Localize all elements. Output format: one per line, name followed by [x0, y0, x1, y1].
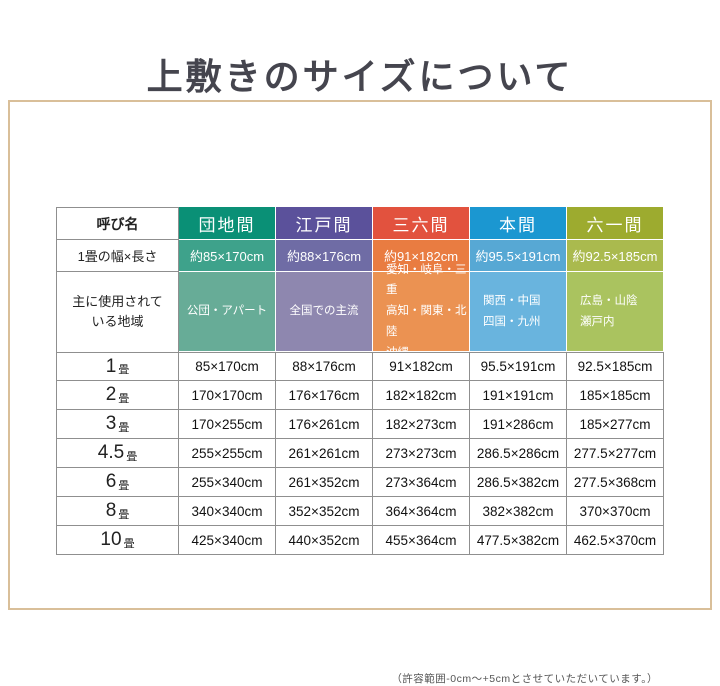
column-header-honma: 本間: [470, 207, 567, 240]
page-title: 上敷きのサイズについて: [146, 57, 574, 98]
dimension-cell: 382×382cm: [470, 497, 567, 526]
mat-count: 6: [105, 471, 117, 492]
dimension-cell: 170×170cm: [179, 381, 276, 410]
column-header-rokuichima: 六一間: [567, 207, 664, 240]
mat-size-cell: 約85×170cm: [179, 240, 276, 272]
dimension-cell: 477.5×382cm: [470, 526, 567, 555]
region-cell: 全国での主流: [276, 272, 373, 352]
dimension-cell: 340×340cm: [179, 497, 276, 526]
mat-size-cell: 約88×176cm: [276, 240, 373, 272]
column-header-danchima: 団地間: [179, 207, 276, 240]
dimension-cell: 261×352cm: [276, 468, 373, 497]
mat-count: 1: [105, 355, 117, 377]
dimension-cell: 185×277cm: [567, 410, 664, 439]
mat-unit: 畳: [123, 537, 135, 550]
dimension-cell: 182×182cm: [373, 381, 470, 410]
dimension-cell: 88×176cm: [276, 352, 373, 381]
dimension-cell: 455×364cm: [373, 526, 470, 555]
dimension-cell: 370×370cm: [567, 497, 664, 526]
dimension-cell: 191×191cm: [470, 381, 567, 410]
mat-unit: 畳: [118, 364, 130, 376]
dimension-cell: 352×352cm: [276, 497, 373, 526]
dimension-cell: 364×364cm: [373, 497, 470, 526]
mat-unit: 畳: [126, 450, 138, 463]
dimension-cell: 85×170cm: [179, 352, 276, 381]
dimension-cell: 273×273cm: [373, 439, 470, 468]
mat-count: 10: [100, 529, 122, 550]
mat-unit: 畳: [118, 479, 130, 492]
mat-count: 3: [105, 413, 117, 434]
mat-unit: 畳: [118, 392, 130, 405]
region-cell: 広島・山陰 瀬戸内: [567, 272, 664, 352]
dimension-cell: 182×273cm: [373, 410, 470, 439]
dimension-cell: 440×352cm: [276, 526, 373, 555]
dimension-cell: 176×176cm: [276, 381, 373, 410]
mat-count: 2: [105, 384, 117, 405]
region-cell: 関西・中国 四国・九州: [470, 272, 567, 352]
dimension-cell: 277.5×277cm: [567, 439, 664, 468]
mat-size-cell: 約95.5×191cm: [470, 240, 567, 272]
dimension-cell: 277.5×368cm: [567, 468, 664, 497]
column-header-edoma: 江戸間: [276, 207, 373, 240]
region-row-label: 主に使用されて いる地域: [56, 272, 179, 352]
dimension-cell: 255×255cm: [179, 439, 276, 468]
mat-unit: 畳: [118, 421, 130, 434]
mat-unit: 畳: [118, 508, 130, 521]
dimension-cell: 286.5×382cm: [470, 468, 567, 497]
tatami-size-table: 呼び名 団地間 江戸間 三六間 本間 六一間 1畳の幅×長さ 約85×170cm…: [56, 207, 664, 555]
mat-size-cell: 約91×182cm: [373, 240, 470, 272]
corner-label: 呼び名: [56, 207, 179, 240]
tolerance-footnote: （許容範囲-0cm～+5cmとさせていただいています。）: [391, 673, 658, 685]
dimension-cell: 95.5×191cm: [470, 352, 567, 381]
dimension-cell: 185×185cm: [567, 381, 664, 410]
dimension-cell: 286.5×286cm: [470, 439, 567, 468]
mat-size-cell: 約92.5×185cm: [567, 240, 664, 272]
dimension-cell: 273×364cm: [373, 468, 470, 497]
mat-count: 8: [105, 500, 117, 521]
dimension-cell: 170×255cm: [179, 410, 276, 439]
row-label-10jo: 10 畳: [56, 526, 179, 555]
dimension-cell: 191×286cm: [470, 410, 567, 439]
column-header-sabuma: 三六間: [373, 207, 470, 240]
dimension-cell: 255×340cm: [179, 468, 276, 497]
dimension-cell: 176×261cm: [276, 410, 373, 439]
dimension-cell: 425×340cm: [179, 526, 276, 555]
dimension-cell: 92.5×185cm: [567, 352, 664, 381]
row-label-4-5jo: 4.5 畳: [56, 439, 179, 468]
dimension-cell: 91×182cm: [373, 352, 470, 381]
region-cell: 公団・アパート: [179, 272, 276, 352]
mat-count: 4.5: [97, 442, 125, 463]
size-row-label: 1畳の幅×長さ: [56, 240, 179, 272]
region-cell: 愛知・岐阜・三重 高知・関東・北陸 沖縄: [373, 264, 470, 359]
dimension-cell: 462.5×370cm: [567, 526, 664, 555]
dimension-cell: 261×261cm: [276, 439, 373, 468]
